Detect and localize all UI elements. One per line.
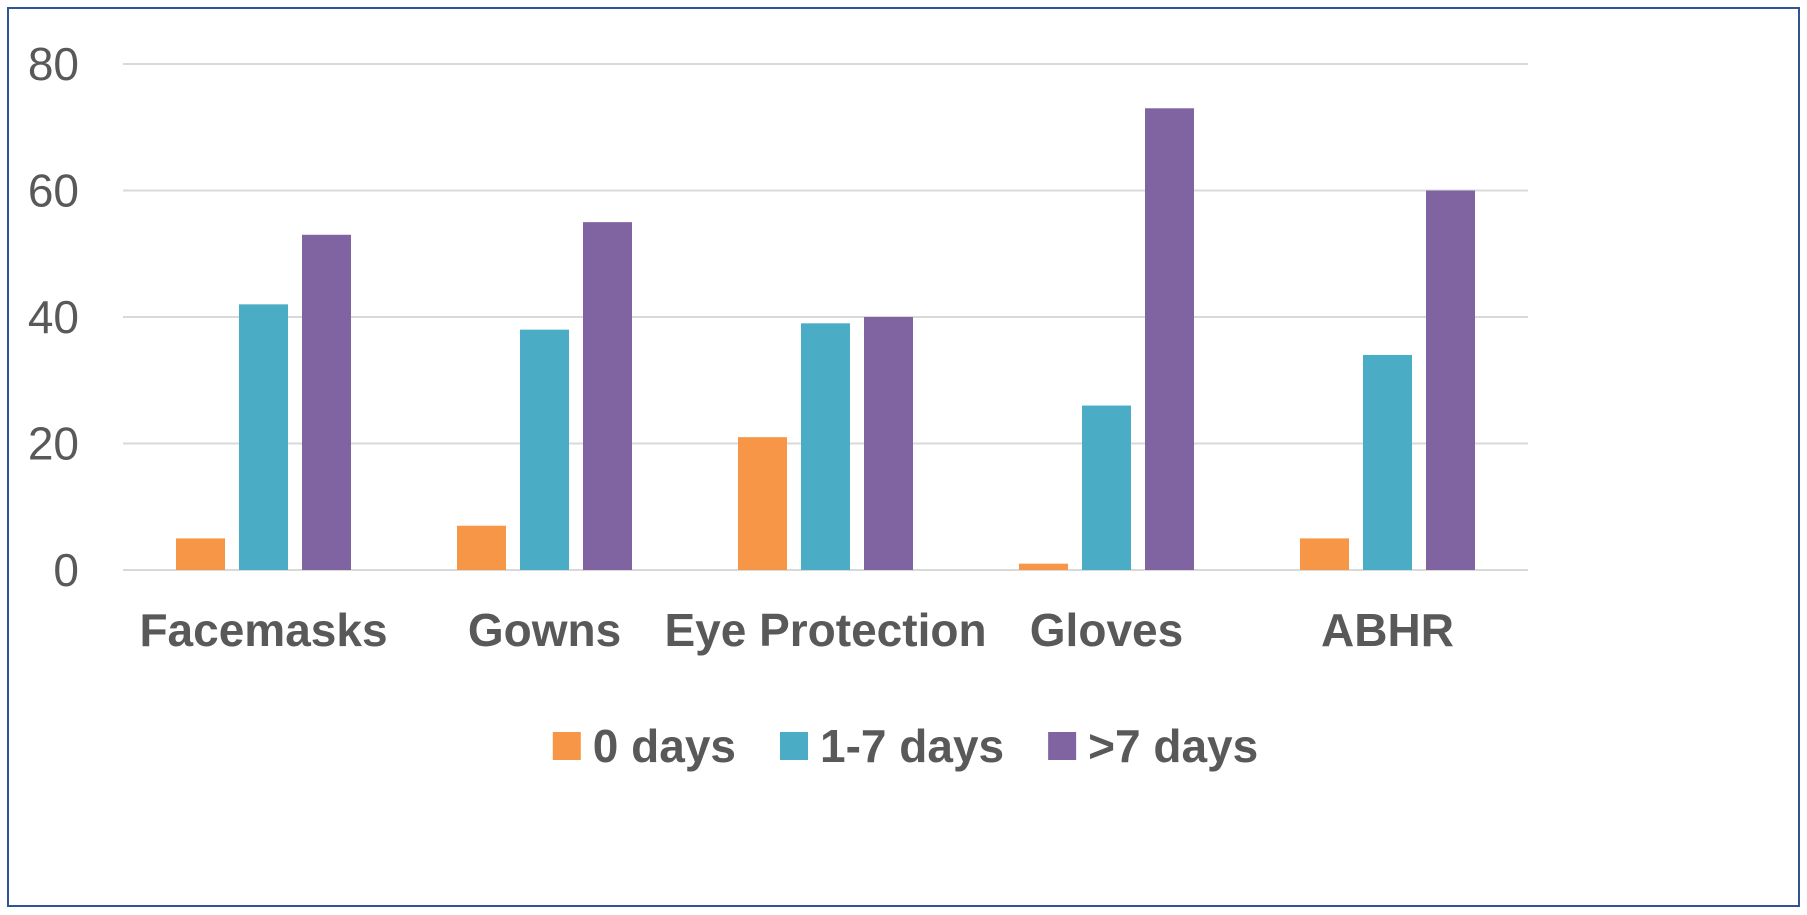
bar (1145, 108, 1194, 571)
legend-swatch (552, 732, 581, 760)
bar (457, 525, 506, 570)
bar (1082, 405, 1131, 570)
bar (1426, 190, 1475, 570)
y-tick-label: 20 (28, 418, 79, 470)
category-label: Gloves (1030, 604, 1183, 656)
category-label: Gowns (468, 604, 621, 656)
y-axis-ticks: 0 20 40 60 80 (28, 38, 79, 596)
legend-label: 0 days (593, 720, 736, 772)
bar (583, 222, 632, 570)
bar (864, 317, 913, 570)
bar (1019, 563, 1068, 570)
legend-label: >7 days (1088, 720, 1258, 772)
bar (302, 234, 351, 570)
bar-chart: 0 20 40 60 80 Facemasks Gowns Eye Protection Gl… (28, 38, 1528, 772)
y-tick-label: 0 (53, 544, 79, 596)
category-label: Facemasks (139, 604, 387, 656)
bar (1300, 538, 1349, 570)
legend: 0 days 1-7 days >7 days (552, 720, 1258, 772)
y-tick-label: 80 (28, 38, 79, 90)
legend-label: 1-7 days (820, 720, 1004, 772)
bar (801, 323, 850, 570)
bar (176, 538, 225, 570)
bars (176, 108, 1475, 571)
legend-swatch (1048, 732, 1077, 760)
legend-swatch (780, 732, 809, 760)
bar (738, 437, 787, 570)
category-label: Eye Protection (664, 604, 986, 656)
x-axis-categories: Facemasks Gowns Eye Protection Gloves ABHR (139, 604, 1453, 656)
gridlines (123, 63, 1528, 571)
bar (1363, 354, 1412, 570)
category-label: ABHR (1321, 604, 1454, 656)
y-tick-label: 60 (28, 165, 79, 217)
bar (520, 329, 569, 570)
bar (239, 304, 288, 570)
y-tick-label: 40 (28, 291, 79, 343)
chart-frame: 0 20 40 60 80 Facemasks Gowns Eye Protection Gl… (7, 7, 1800, 907)
